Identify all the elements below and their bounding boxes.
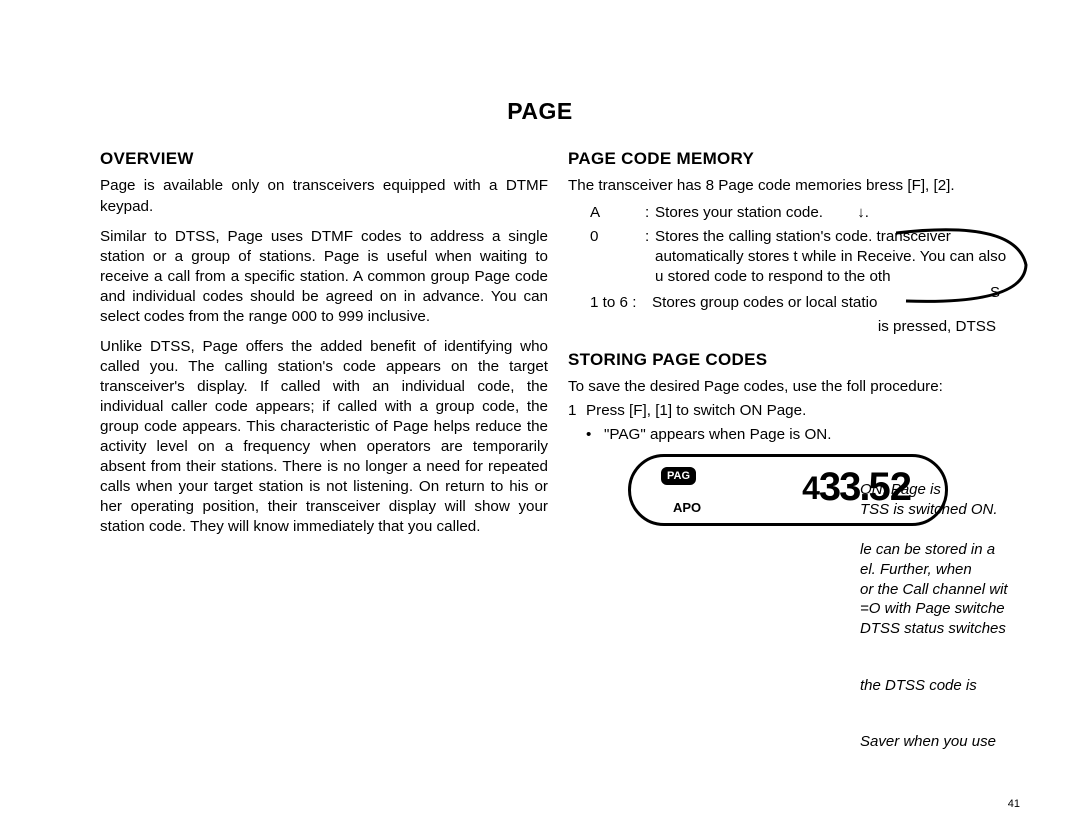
memory-row-1to6: 1 to 6 : Stores group codes or local sta…: [590, 293, 1016, 313]
memory-label-1to6: 1 to 6 :: [590, 293, 652, 313]
overview-p2: Similar to DTSS, Page uses DTMF codes to…: [100, 227, 548, 327]
frag-8: the DTSS code is: [860, 676, 977, 696]
manual-page: PAGE OVERVIEW Page is available only on …: [0, 0, 1080, 834]
frag-5: or the Call channel wit: [860, 580, 1008, 600]
frag-6: =O with Page switche: [860, 599, 1008, 619]
memory-intro: The transceiver has 8 Page code memories…: [568, 176, 1016, 196]
page-title: PAGE: [0, 98, 1080, 125]
frag-9: Saver when you use: [860, 732, 996, 752]
memory-heading: PAGE CODE MEMORY: [568, 148, 1016, 170]
memory-text-a: Stores your station code.: [655, 204, 823, 221]
left-column: OVERVIEW Page is available only on trans…: [100, 148, 548, 548]
frag-3: le can be stored in a: [860, 540, 1008, 560]
memory-label-a: A: [590, 203, 645, 223]
page-number: 41: [1008, 798, 1020, 810]
cutoff-fragments: ON, Page is TSS is switched ON.: [860, 480, 998, 520]
frag-7: DTSS status switches: [860, 619, 1008, 639]
cutoff-fragments-3: the DTSS code is: [860, 676, 977, 696]
step-1-bullet: • "PAG" appears when Page is ON.: [586, 425, 1016, 445]
memory-text-1to6: Stores group codes or local statio: [652, 293, 1016, 313]
frag-2: TSS is switched ON.: [860, 500, 998, 520]
step-1-text: Press [F], [1] to switch ON Page.: [586, 401, 806, 421]
step-1: 1 Press [F], [1] to switch ON Page.: [568, 401, 1016, 421]
memory-row-a: A : Stores your station code. ↓.: [590, 203, 1016, 223]
fragment-pressed-dtss: is pressed, DTSS: [568, 317, 1016, 337]
overview-p1: Page is available only on transceivers e…: [100, 176, 548, 216]
bullet-icon: •: [586, 425, 604, 445]
step-1-number: 1: [568, 401, 586, 421]
frag-1: ON, Page is: [860, 480, 998, 500]
cutoff-fragments-2: le can be stored in a el. Further, when …: [860, 540, 1008, 639]
cutoff-fragments-4: Saver when you use: [860, 732, 996, 752]
lcd-apo-indicator: APO: [673, 499, 701, 516]
overview-p3: Unlike DTSS, Page offers the added benef…: [100, 337, 548, 538]
memory-label-0: 0: [590, 227, 645, 287]
frag-4: el. Further, when: [860, 560, 1008, 580]
overview-heading: OVERVIEW: [100, 148, 548, 170]
storing-intro: To save the desired Page codes, use the …: [568, 377, 1016, 397]
lcd-pag-indicator: PAG: [661, 467, 696, 486]
arrow-down-icon: ↓.: [857, 203, 869, 223]
memory-row-0: 0 : Stores the calling station's code. t…: [590, 227, 1016, 287]
bullet-text: "PAG" appears when Page is ON.: [604, 425, 831, 445]
storing-heading: STORING PAGE CODES: [568, 349, 1016, 371]
